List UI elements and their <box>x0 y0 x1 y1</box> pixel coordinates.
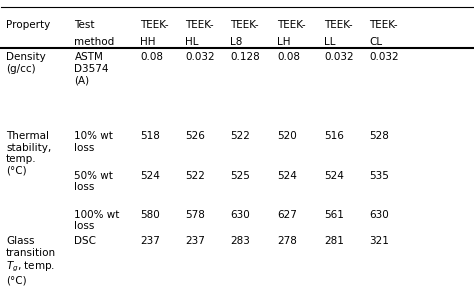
Text: 524: 524 <box>140 170 160 181</box>
Text: 535: 535 <box>369 170 389 181</box>
Text: Glass
transition
$T_g$, temp.
(°C): Glass transition $T_g$, temp. (°C) <box>6 236 56 286</box>
Text: 0.08: 0.08 <box>140 52 164 62</box>
Text: TEEK-: TEEK- <box>230 20 258 30</box>
Text: 526: 526 <box>185 131 205 141</box>
Text: 627: 627 <box>277 210 297 220</box>
Text: ASTM
D3574
(A): ASTM D3574 (A) <box>74 52 109 86</box>
Text: method: method <box>74 37 115 47</box>
Text: HL: HL <box>185 37 199 47</box>
Text: TEEK-: TEEK- <box>369 20 398 30</box>
Text: 0.032: 0.032 <box>324 52 354 62</box>
Text: 283: 283 <box>230 236 250 246</box>
Text: 580: 580 <box>140 210 160 220</box>
Text: 528: 528 <box>369 131 389 141</box>
Text: 237: 237 <box>185 236 205 246</box>
Text: 321: 321 <box>369 236 389 246</box>
Text: TEEK-: TEEK- <box>324 20 353 30</box>
Text: 0.08: 0.08 <box>277 52 300 62</box>
Text: 525: 525 <box>230 170 250 181</box>
Text: 0.032: 0.032 <box>185 52 215 62</box>
Text: Test: Test <box>74 20 95 30</box>
Text: LH: LH <box>277 37 291 47</box>
Text: 524: 524 <box>277 170 297 181</box>
Text: 524: 524 <box>324 170 344 181</box>
Text: 520: 520 <box>277 131 297 141</box>
Text: TEEK-: TEEK- <box>277 20 306 30</box>
Text: 10% wt
loss: 10% wt loss <box>74 131 113 153</box>
Text: LL: LL <box>324 37 336 47</box>
Text: DSC: DSC <box>74 236 96 246</box>
Text: 578: 578 <box>185 210 205 220</box>
Text: Property: Property <box>6 20 50 30</box>
Text: 281: 281 <box>324 236 344 246</box>
Text: 0.032: 0.032 <box>369 52 399 62</box>
Text: CL: CL <box>369 37 382 47</box>
Text: 518: 518 <box>140 131 160 141</box>
Text: 522: 522 <box>185 170 205 181</box>
Text: 278: 278 <box>277 236 297 246</box>
Text: HH: HH <box>140 37 156 47</box>
Text: 561: 561 <box>324 210 344 220</box>
Text: L8: L8 <box>230 37 242 47</box>
Text: Thermal
stability,
temp.
(°C): Thermal stability, temp. (°C) <box>6 131 51 176</box>
Text: 100% wt
loss: 100% wt loss <box>74 210 120 231</box>
Text: 522: 522 <box>230 131 250 141</box>
Text: 516: 516 <box>324 131 344 141</box>
Text: Density
(g/cc): Density (g/cc) <box>6 52 46 74</box>
Text: 50% wt
loss: 50% wt loss <box>74 170 113 192</box>
Text: TEEK-: TEEK- <box>140 20 169 30</box>
Text: 630: 630 <box>369 210 389 220</box>
Text: 237: 237 <box>140 236 160 246</box>
Text: TEEK-: TEEK- <box>185 20 214 30</box>
Text: 630: 630 <box>230 210 250 220</box>
Text: 0.128: 0.128 <box>230 52 260 62</box>
